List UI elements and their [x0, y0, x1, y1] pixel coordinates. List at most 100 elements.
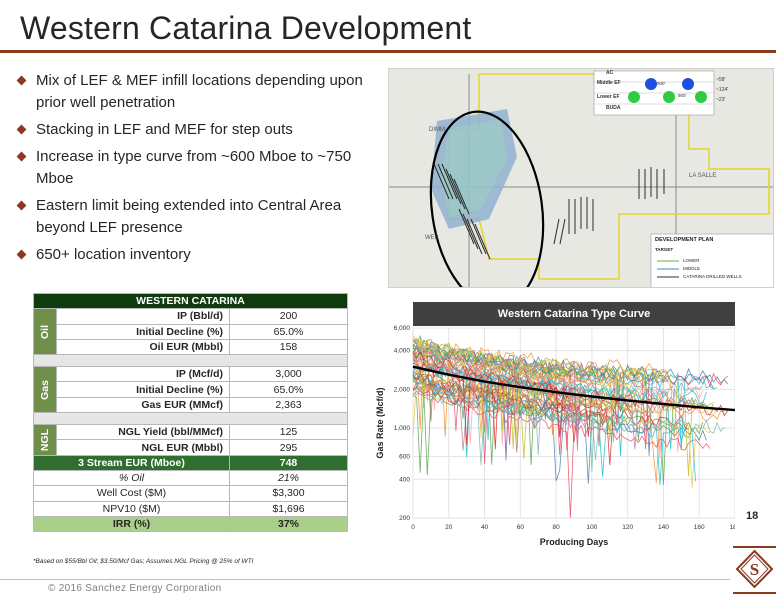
company-logo-icon: S: [733, 546, 776, 594]
row-label: NGL Yield (bbl/MMcf): [56, 424, 230, 441]
x-tick-label: 0: [411, 524, 415, 531]
y-tick-label: 200: [399, 515, 410, 522]
table-row: Gas IP (Mcf/d) 3,000: [32, 366, 348, 414]
svg-text:S: S: [750, 560, 759, 579]
pct-oil-row: % Oil 21%: [33, 469, 348, 487]
inset-value: ~23': [716, 97, 726, 103]
npv10-value: $1,696: [229, 500, 348, 517]
footer-divider: [0, 579, 730, 580]
y-tick-label: 2,000: [394, 386, 411, 393]
y-axis-label: Gas Rate (Mcf/d): [375, 387, 385, 458]
y-tick-label: 4,000: [394, 348, 411, 355]
inset-value: ~58': [716, 77, 726, 83]
table-spacer: [33, 412, 348, 426]
bullet-diamond-icon: [16, 75, 27, 86]
map-legend-subtitle: TARGET: [655, 247, 674, 252]
x-axis-label: Producing Days: [540, 537, 609, 547]
table-row: Initial Decline (%) 65.0%: [34, 323, 348, 340]
table-row: Oil IP (Bbl/d) 200: [32, 308, 348, 356]
inset-spacing: 900': [678, 93, 687, 98]
map-county-label: DIMM: [429, 127, 445, 133]
category-ngl: NGL: [32, 424, 58, 456]
row-value: 65.0%: [229, 381, 348, 398]
bullet-item: 650+ location inventory: [16, 244, 368, 266]
page-title: Western Catarina Development: [20, 10, 472, 46]
bullet-item: Eastern limit being extended into Centra…: [16, 195, 368, 239]
economics-table: WESTERN CATARINA Oil IP (Bbl/d) 200 Init…: [32, 292, 348, 533]
x-tick-label: 160: [694, 524, 705, 531]
table-header-row: WESTERN CATARINA: [33, 292, 348, 310]
table-row: Oil EUR (Mbbl) 158: [34, 338, 348, 356]
irr-value: 37%: [229, 515, 348, 533]
bullet-item: Increase in type curve from ~600 Mboe to…: [16, 146, 368, 190]
bullet-diamond-icon: [16, 200, 27, 211]
row-label: IP (Mcf/d): [56, 366, 230, 383]
chart-title: Western Catarina Type Curve: [413, 302, 735, 326]
row-label: IP (Bbl/d): [56, 308, 230, 325]
row-value: 65.0%: [229, 323, 348, 340]
pct-oil-value: 21%: [229, 469, 348, 487]
development-map: DIMM LA SALLE WEB AC Middle EF Lower EF …: [388, 68, 774, 288]
irr-label: IRR (%): [33, 515, 230, 533]
type-curve-line: [412, 365, 735, 412]
table-row: Gas EUR (MMcf) 2,363: [34, 396, 348, 414]
well-series-line: [412, 335, 639, 439]
category-oil: Oil: [32, 308, 58, 356]
well-series-line: [412, 351, 729, 438]
well-series-line: [412, 375, 632, 443]
row-label: Gas EUR (MMcf): [56, 396, 230, 414]
well-series-line: [412, 383, 707, 484]
table-header: WESTERN CATARINA: [33, 292, 348, 310]
pct-oil-label: % Oil: [33, 469, 230, 487]
inset-spacing: 900': [657, 81, 666, 86]
well-series-line: [412, 373, 650, 422]
y-tick-label: 400: [399, 476, 410, 483]
x-tick-label: 140: [658, 524, 669, 531]
table-row: NGL EUR (Mbbl) 295: [34, 439, 348, 456]
x-tick-label: 60: [517, 524, 525, 531]
irr-row: IRR (%) 37%: [33, 515, 348, 533]
bullet-diamond-icon: [16, 151, 27, 162]
well-series-line: [412, 375, 696, 485]
inset-label: BUDA: [606, 105, 621, 111]
eur-value: 748: [229, 454, 348, 471]
well-series-line: [412, 340, 679, 439]
well-series-line: [412, 385, 725, 466]
row-label: Initial Decline (%): [56, 381, 230, 398]
inset-value: ~124': [716, 87, 729, 93]
footnote: *Based on $55/Bbl Oil; $3.50/Mcf Gas; As…: [33, 558, 254, 565]
bullet-item: Mix of LEF & MEF infill locations depend…: [16, 70, 368, 114]
well-series-line: [412, 344, 607, 447]
x-tick-label: 120: [622, 524, 633, 531]
well-cost-label: Well Cost ($M): [33, 485, 230, 502]
row-value: 295: [229, 439, 348, 456]
chart-plot: 0 20 40 60 80 100 120 140 160 180 200 400 600 1,000 2,…: [375, 325, 735, 547]
row-label: Oil EUR (Mbbl): [56, 338, 230, 356]
well-cost-row: Well Cost ($M) $3,300: [33, 485, 348, 502]
bullet-diamond-icon: [16, 124, 27, 135]
well-series-line: [412, 364, 707, 450]
table-row: Initial Decline (%) 65.0%: [34, 381, 348, 398]
eur-label: 3 Stream EUR (Mboe): [33, 454, 230, 471]
x-tick-label: 40: [481, 524, 489, 531]
map-county-label: LA SALLE: [689, 173, 717, 179]
inset-label: Lower EF: [597, 94, 620, 100]
map-graphic: [389, 69, 773, 287]
title-divider: [0, 50, 776, 53]
y-tick-label: 1,000: [394, 425, 411, 432]
table-row: NGL NGL Yield (bbl/MMcf) 125: [32, 424, 348, 456]
page-number: 18: [746, 510, 759, 522]
map-legend-item: MIDDLE: [683, 266, 701, 271]
eur-row: 3 Stream EUR (Mboe) 748: [33, 454, 348, 471]
inset-label: Middle EF: [597, 80, 621, 86]
row-label: Initial Decline (%): [56, 323, 230, 340]
map-legend-item: CATARINA DRILLED WELLS: [683, 274, 742, 279]
bullet-diamond-icon: [16, 249, 27, 260]
row-value: 3,000: [229, 366, 348, 383]
x-tick-label: 80: [552, 524, 560, 531]
npv10-row: NPV10 ($M) $1,696: [33, 500, 348, 517]
copyright-text: © 2016 Sanchez Energy Corporation: [48, 583, 222, 594]
bullet-list: Mix of LEF & MEF infill locations depend…: [16, 70, 368, 271]
row-label: NGL EUR (Mbbl): [56, 439, 230, 456]
y-tick-label: 600: [399, 454, 410, 461]
